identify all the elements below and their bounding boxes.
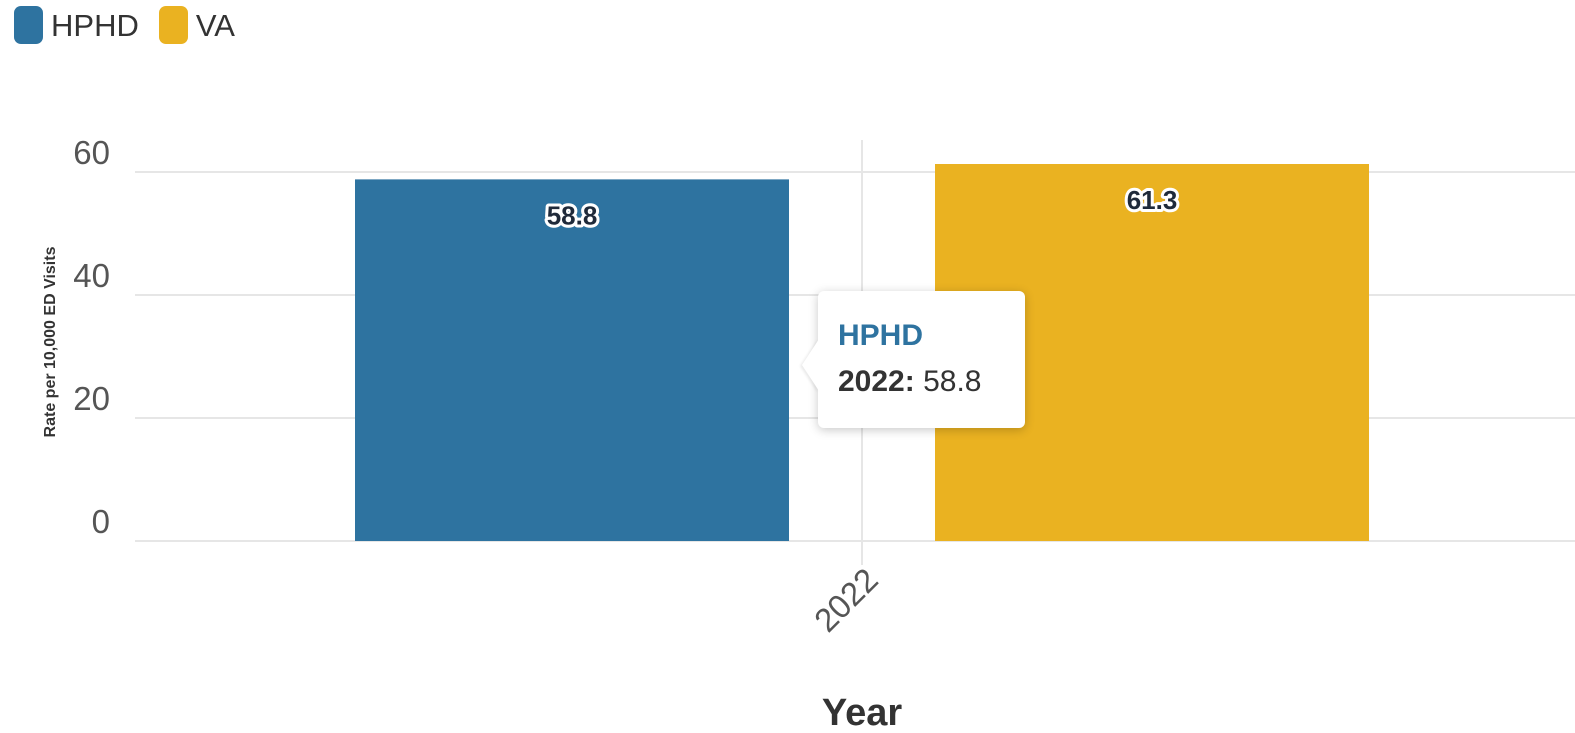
legend-item-hphd[interactable]: HPHD — [14, 6, 139, 44]
tooltip-data-row: 2022: 58.8 — [838, 367, 1025, 397]
tooltip-value: 58.8 — [923, 365, 982, 398]
y-axis-ticks: 0 20 40 60 — [73, 134, 110, 540]
tooltip: HPHD 2022: 58.8 — [802, 291, 1025, 428]
data-label-hphd: 58.8 — [547, 200, 598, 230]
y-axis-title: Rate per 10,000 ED Visits — [42, 246, 59, 437]
legend-label-hphd: HPHD — [51, 7, 139, 43]
legend-label-va: VA — [195, 7, 235, 43]
y-tick-label: 0 — [92, 503, 110, 540]
data-label-halo: 58.8 — [547, 200, 598, 230]
legend-swatch-va — [158, 6, 188, 44]
data-label-va: 61.3 — [1127, 185, 1178, 215]
tooltip-category-value: 2022 — [838, 365, 905, 398]
x-axis-title: Year — [822, 692, 903, 733]
tooltip-series-name: HPHD — [838, 319, 924, 352]
y-tick-label: 20 — [73, 380, 110, 417]
y-tick-label: 40 — [73, 257, 110, 294]
y-tick-label: 60 — [73, 134, 110, 171]
tooltip-separator: : — [904, 365, 915, 398]
bar-hphd — [355, 179, 789, 541]
data-label-halo: 61.3 — [1127, 185, 1178, 215]
x-tick-label: 2022 — [807, 561, 885, 639]
chart-legend: HPHD VA — [14, 6, 235, 44]
tooltip-pointer — [802, 339, 819, 391]
tooltip-category: 2022: — [838, 365, 915, 398]
x-axis-ticks: 2022 — [807, 561, 885, 639]
legend-item-va[interactable]: VA — [158, 6, 235, 44]
legend-swatch-hphd — [14, 6, 43, 44]
